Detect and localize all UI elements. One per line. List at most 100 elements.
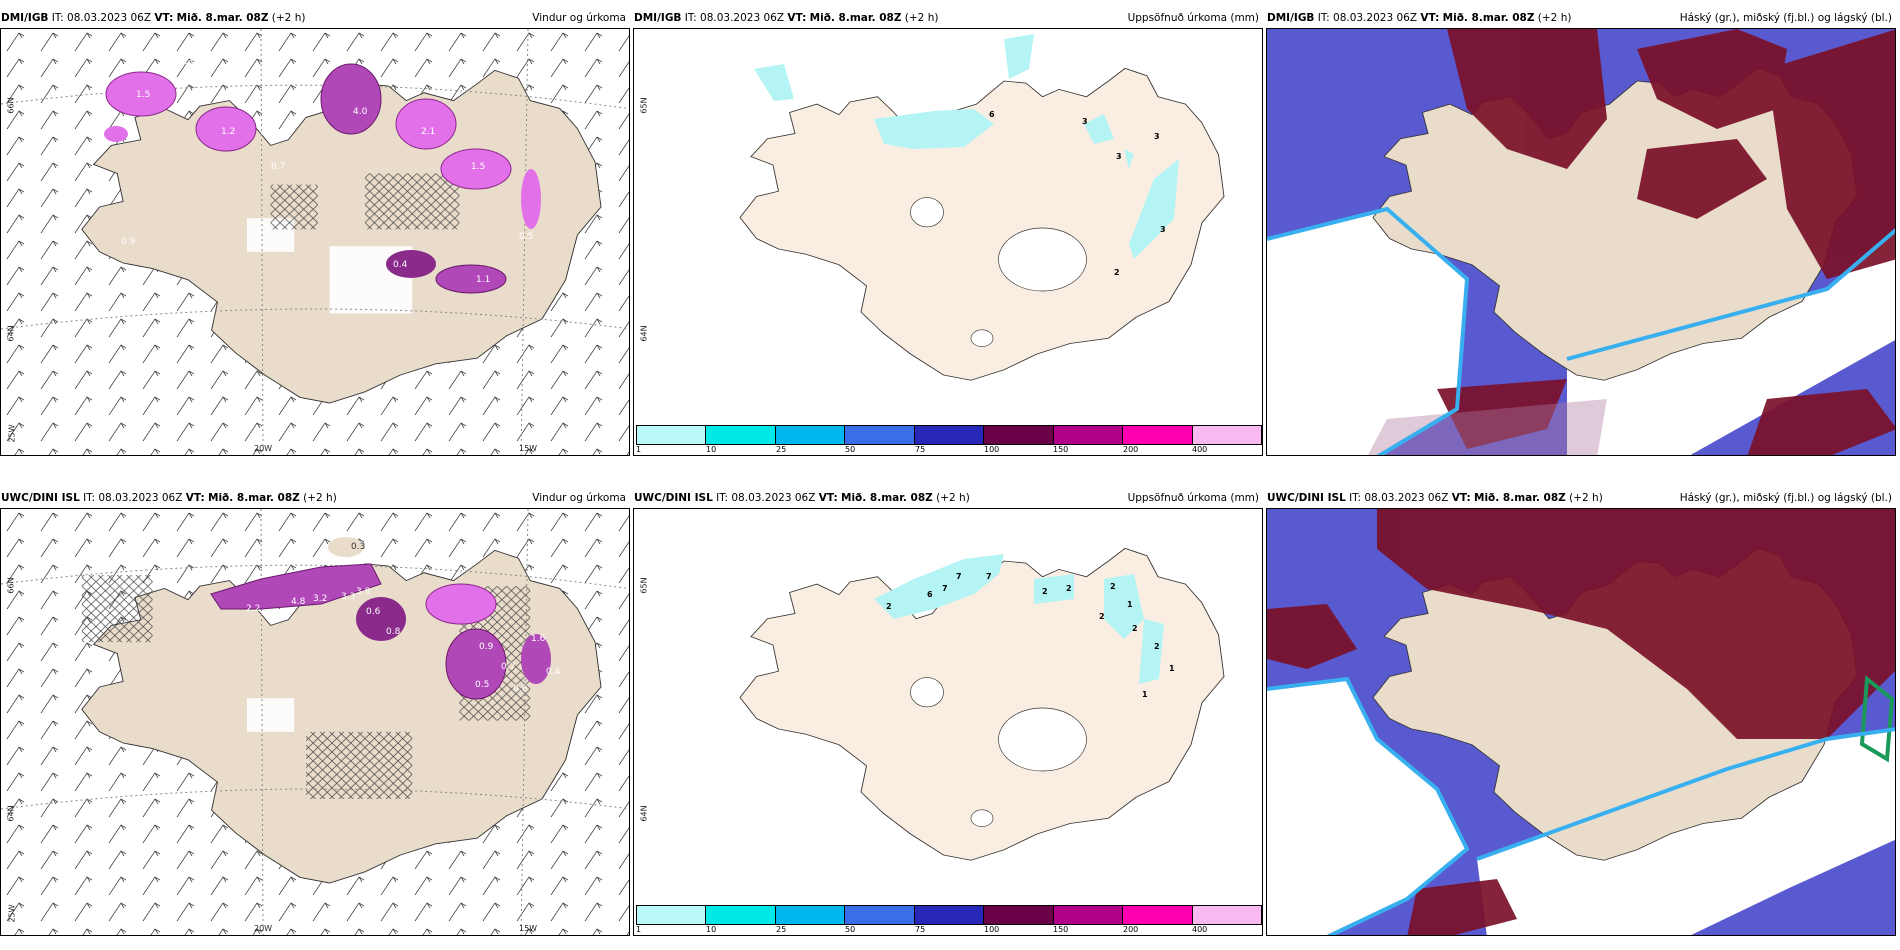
valid-time: Mið. 8.mar. 08Z bbox=[176, 12, 269, 24]
valid-time: Mið. 8.mar. 08Z bbox=[841, 492, 933, 504]
value-label: 3.3 bbox=[341, 592, 355, 602]
valid-time: Mið. 8.mar. 08Z bbox=[809, 12, 902, 24]
value-label: 0.7 bbox=[501, 662, 515, 672]
value-label: 6 bbox=[989, 110, 995, 119]
colorbar-tick: 200 bbox=[1123, 445, 1139, 454]
value-label: 0.9 bbox=[121, 237, 136, 247]
lon-label: 15W bbox=[519, 924, 538, 933]
precip-value-labels: 0.3 2.2 4.8 3.2 3.3 3.8 0.6 0.8 0.9 0.7 … bbox=[246, 542, 561, 694]
value-label: 0.4 bbox=[546, 667, 561, 677]
value-label: 4.8 bbox=[291, 597, 306, 607]
low-cloud-edges bbox=[1267, 206, 1895, 455]
vt-label: VT: bbox=[818, 492, 838, 504]
lead-time: (+2 h) bbox=[271, 12, 306, 24]
value-label: 3.8 bbox=[356, 587, 371, 597]
product-title: Uppsöfnuð úrkoma (mm) bbox=[1127, 12, 1259, 24]
vt-label: VT: bbox=[154, 12, 174, 24]
lead-time: (+2 h) bbox=[1537, 12, 1572, 24]
lead-time: (+2 h) bbox=[1569, 492, 1603, 504]
precip-areas bbox=[210, 537, 551, 700]
value-label: 2 bbox=[1099, 612, 1105, 621]
colorbar-swatch bbox=[1123, 426, 1193, 444]
model-name: DMI/IGB bbox=[1, 12, 49, 24]
value-label: 1.5 bbox=[471, 162, 485, 172]
lat-label: 66N bbox=[6, 577, 16, 594]
valid-time: Mið. 8.mar. 08Z bbox=[208, 492, 300, 504]
value-label: 3.2 bbox=[313, 594, 327, 604]
value-label: 0.5 bbox=[475, 680, 489, 690]
colorbar-swatch bbox=[637, 426, 707, 444]
model-name: DMI/IGB bbox=[634, 12, 682, 24]
colorbar-swatch bbox=[914, 906, 985, 924]
colorbar-swatch bbox=[775, 906, 846, 924]
colorbar-tick: 25 bbox=[776, 925, 787, 934]
colorbar-tick: 25 bbox=[776, 445, 787, 454]
it-label: IT: bbox=[684, 12, 697, 24]
accum-value-labels: 3 6 3 3 3 2 bbox=[989, 110, 1166, 277]
panel-header: DMI/IGB IT: 08.03.2023 06Z VT: Mið. 8.ma… bbox=[1266, 8, 1896, 28]
map-accum-precip: 3 6 3 3 3 2 65N 64N 1 10 25 50 7 bbox=[633, 28, 1263, 456]
it-label: IT: bbox=[1349, 492, 1362, 504]
precip-colorbar bbox=[636, 425, 1262, 445]
colorbar-tick: 100 bbox=[984, 925, 1000, 934]
product-title: Vindur og úrkoma bbox=[532, 12, 626, 24]
init-time: 08.03.2023 06Z bbox=[67, 12, 152, 24]
panel-header: DMI/IGB IT: 08.03.2023 06Z VT: Mið. 8.ma… bbox=[633, 8, 1263, 28]
accum-precip-areas bbox=[754, 34, 1179, 259]
value-label: 1 bbox=[1127, 600, 1133, 609]
lat-label: 64N bbox=[639, 805, 649, 822]
lead-time: (+2 h) bbox=[904, 12, 939, 24]
init-time: 08.03.2023 06Z bbox=[1333, 12, 1418, 24]
value-label: 1.5 bbox=[136, 90, 150, 100]
value-label: 2 bbox=[1066, 584, 1072, 593]
value-label: 2.1 bbox=[421, 127, 435, 137]
colorbar-swatch bbox=[706, 426, 776, 444]
vt-label: VT: bbox=[185, 492, 205, 504]
panel-uwc-clouds: UWC/DINI ISL IT: 08.03.2023 06Z VT: Mið.… bbox=[1266, 488, 1896, 936]
colorbar-tick: 50 bbox=[845, 925, 856, 934]
colorbar-swatch bbox=[984, 906, 1054, 924]
colorbar-swatch bbox=[845, 906, 915, 924]
colorbar-ticks: 1 10 25 50 75 100 150 200 400 bbox=[636, 445, 1262, 455]
value-label: 2 bbox=[1110, 582, 1116, 591]
precip-areas bbox=[104, 63, 541, 294]
colorbar-tick: 1 bbox=[636, 925, 642, 934]
colorbar-swatch bbox=[706, 906, 776, 924]
model-name: UWC/DINI ISL bbox=[634, 492, 713, 504]
low-cloud-edges bbox=[1267, 676, 1895, 935]
high-cloud-areas bbox=[1437, 29, 1895, 455]
vt-label: VT: bbox=[1451, 492, 1471, 504]
value-label: 3 bbox=[1082, 117, 1088, 126]
colorbar-swatch bbox=[1192, 426, 1261, 444]
lat-label: 66N bbox=[6, 97, 16, 114]
colorbar-swatch bbox=[1192, 906, 1261, 924]
high-cloud-areas bbox=[1267, 509, 1895, 935]
lat-label: 64N bbox=[6, 805, 16, 822]
colorbar-tick: 50 bbox=[845, 445, 856, 454]
value-label: 1 bbox=[1169, 664, 1175, 673]
value-label: 7 bbox=[942, 584, 948, 593]
colorbar-swatch bbox=[845, 426, 915, 444]
colorbar-tick: 75 bbox=[915, 445, 926, 454]
colorbar-swatch bbox=[1123, 906, 1193, 924]
colorbar-swatch bbox=[1053, 426, 1124, 444]
valid-time: Mið. 8.mar. 08Z bbox=[1474, 492, 1566, 504]
panel-dmi-clouds: DMI/IGB IT: 08.03.2023 06Z VT: Mið. 8.ma… bbox=[1266, 8, 1896, 456]
value-label: 1.1 bbox=[476, 275, 490, 285]
value-label: 0.8 bbox=[386, 627, 401, 637]
colorbar-tick: 75 bbox=[915, 925, 926, 934]
panel-dmi-wind-precip: DMI/IGB IT: 08.03.2023 06Z VT: Mið. 8.ma… bbox=[0, 8, 630, 456]
value-label: 2 bbox=[886, 602, 892, 611]
lat-label: 64N bbox=[639, 325, 649, 342]
colorbar-swatch bbox=[914, 426, 985, 444]
value-label: 7 bbox=[956, 572, 962, 581]
map-wind-precip: 0.3 2.2 4.8 3.2 3.3 3.8 0.6 0.8 0.9 0.7 … bbox=[0, 508, 630, 936]
colorbar-tick: 100 bbox=[984, 445, 1000, 454]
value-label: 3 bbox=[1160, 225, 1166, 234]
value-label: 1.6 bbox=[531, 634, 546, 644]
panel-header: UWC/DINI ISL IT: 08.03.2023 06Z VT: Mið.… bbox=[633, 488, 1263, 508]
colorbar-swatch bbox=[775, 426, 846, 444]
mid-cloud-areas bbox=[1368, 399, 1607, 455]
colorbar-tick: 10 bbox=[706, 445, 717, 454]
lon-label: 20W bbox=[254, 924, 273, 933]
